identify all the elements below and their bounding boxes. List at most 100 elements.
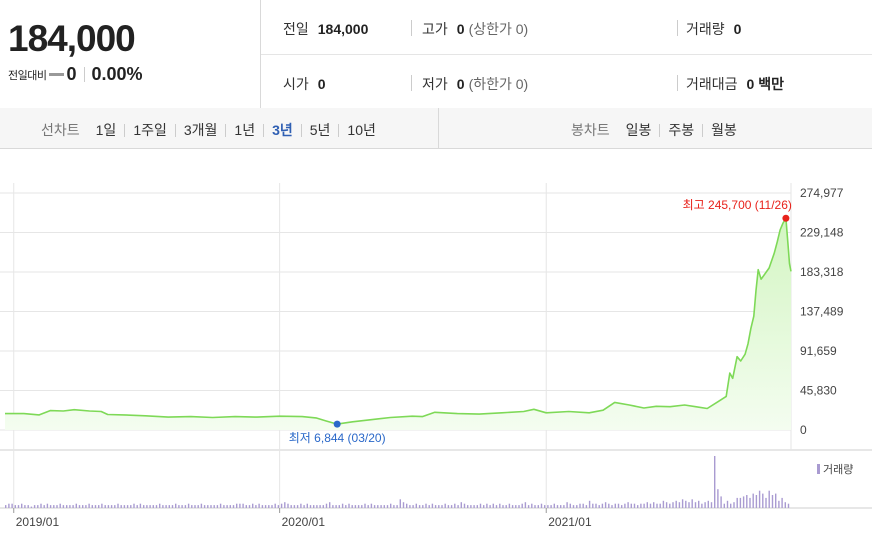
open-label: 시가: [283, 76, 309, 92]
volume-bar: [277, 505, 280, 508]
y-tick-label: 91,659: [800, 344, 837, 358]
volume-bar: [508, 503, 511, 508]
amount-item: 거래대금 0 백만: [686, 74, 784, 94]
price-chart: 274,977 229,148 183,318 137,489 91,659 45,830…: [0, 183, 872, 529]
volume-bar: [226, 505, 228, 508]
volume-bar: [595, 503, 597, 508]
volume-bar: [726, 500, 729, 508]
volume-bar: [242, 503, 244, 508]
volume-bar: [755, 495, 758, 508]
volume-bar: [377, 505, 379, 508]
prev-close-label: 전일: [283, 21, 309, 37]
volume-bar: [762, 493, 764, 508]
volume-bar: [399, 499, 401, 508]
high-label: 고가: [422, 21, 448, 37]
volume-bar: [280, 503, 283, 508]
volume-bar: [723, 503, 725, 508]
volume-bar: [98, 505, 100, 508]
period-3y[interactable]: 3년: [263, 123, 301, 137]
volume-bar: [614, 503, 616, 508]
volume-bar: [313, 505, 315, 508]
volume-bar: [37, 505, 39, 508]
volume-bar: [203, 505, 206, 508]
volume-bar: [765, 497, 767, 508]
volume-bar: [94, 505, 97, 508]
volume-bar: [268, 505, 270, 508]
period-5y[interactable]: 5년: [300, 123, 339, 137]
volume-bar: [357, 505, 360, 508]
candle-monthly[interactable]: 월봉: [702, 123, 745, 137]
period-1w[interactable]: 1주일: [124, 123, 175, 137]
volume-bar: [293, 505, 296, 508]
volume-bar: [11, 503, 13, 508]
period-3m[interactable]: 3개월: [174, 123, 226, 137]
volume-bar: [303, 505, 305, 508]
volume-bar: [175, 503, 177, 508]
volume-legend-swatch: [817, 464, 820, 474]
volume-bar: [569, 503, 571, 508]
low-marker: [333, 420, 341, 428]
volume-bar: [649, 503, 652, 508]
volume-bar: [585, 505, 588, 508]
volume-bar: [133, 503, 135, 508]
y-tick-label: 274,977: [800, 186, 844, 200]
volume-bar: [325, 503, 328, 508]
volume-bar: [707, 500, 709, 508]
volume-bar: [223, 505, 225, 508]
high-limit: (상한가 0): [468, 21, 529, 37]
volume-bar: [101, 503, 103, 508]
volume-bar: [784, 502, 786, 508]
period-10y[interactable]: 10년: [338, 123, 383, 137]
volume-item: 거래량 0: [686, 19, 741, 39]
volume-bar: [33, 505, 36, 508]
volume-bar: [17, 505, 20, 508]
open-value: 0: [317, 76, 326, 92]
volume-bar: [627, 502, 629, 508]
volume-bar: [633, 503, 636, 508]
volume-bar: [781, 497, 783, 508]
volume-bar: [329, 502, 331, 508]
volume-bar: [139, 503, 142, 508]
period-1y[interactable]: 1년: [225, 123, 263, 137]
volume-bar: [187, 503, 190, 508]
candle-daily[interactable]: 일봉: [625, 121, 652, 138]
volume-bar: [287, 503, 289, 508]
volume-bar: [739, 497, 742, 508]
prev-close-value: 184,000: [317, 21, 369, 37]
volume-bar: [69, 505, 71, 508]
volume-bar: [367, 505, 369, 508]
volume-bar: [110, 505, 113, 508]
volume-bar: [742, 496, 745, 508]
volume-bar: [14, 505, 16, 508]
period-1d[interactable]: 1일: [95, 121, 117, 138]
volume-bar: [752, 493, 754, 508]
current-price: 184,000: [8, 18, 136, 59]
volume-bar: [396, 505, 398, 508]
volume-bar: [418, 505, 421, 508]
volume-bar: [492, 503, 494, 508]
volume-bar: [672, 502, 674, 508]
volume-bar: [617, 503, 620, 508]
volume-bar: [441, 505, 443, 508]
volume-bar: [409, 505, 411, 508]
amount-label: 거래대금: [686, 76, 738, 92]
volume-bar: [380, 505, 382, 508]
volume-bar: [659, 503, 661, 508]
volume-bar: [200, 503, 203, 508]
volume-bar: [53, 505, 55, 508]
volume-value: 0: [733, 21, 742, 37]
x-tick-label: 2019/01: [16, 515, 60, 529]
volume-bar: [714, 456, 716, 508]
high-item: 고가 0 (상한가 0): [422, 19, 528, 39]
candle-weekly[interactable]: 주봉: [659, 123, 702, 137]
volume-bar: [178, 505, 180, 508]
volume-bar: [239, 503, 241, 508]
price-box: 184,000 전일대비 0 0.00%: [0, 0, 261, 108]
volume-bar: [476, 505, 478, 508]
volume-bar: [434, 505, 437, 508]
volume-bar: [736, 497, 738, 508]
volume-bar: [46, 503, 49, 508]
volume-bar: [373, 505, 376, 508]
info-separator: [677, 20, 678, 36]
volume-bar: [123, 505, 126, 508]
